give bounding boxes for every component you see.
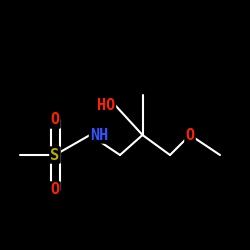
Text: S: S — [50, 148, 59, 162]
Text: O: O — [50, 182, 59, 198]
Text: NH: NH — [90, 128, 108, 142]
Text: O: O — [186, 128, 194, 142]
Text: HO: HO — [97, 98, 115, 112]
Text: O: O — [50, 112, 59, 128]
